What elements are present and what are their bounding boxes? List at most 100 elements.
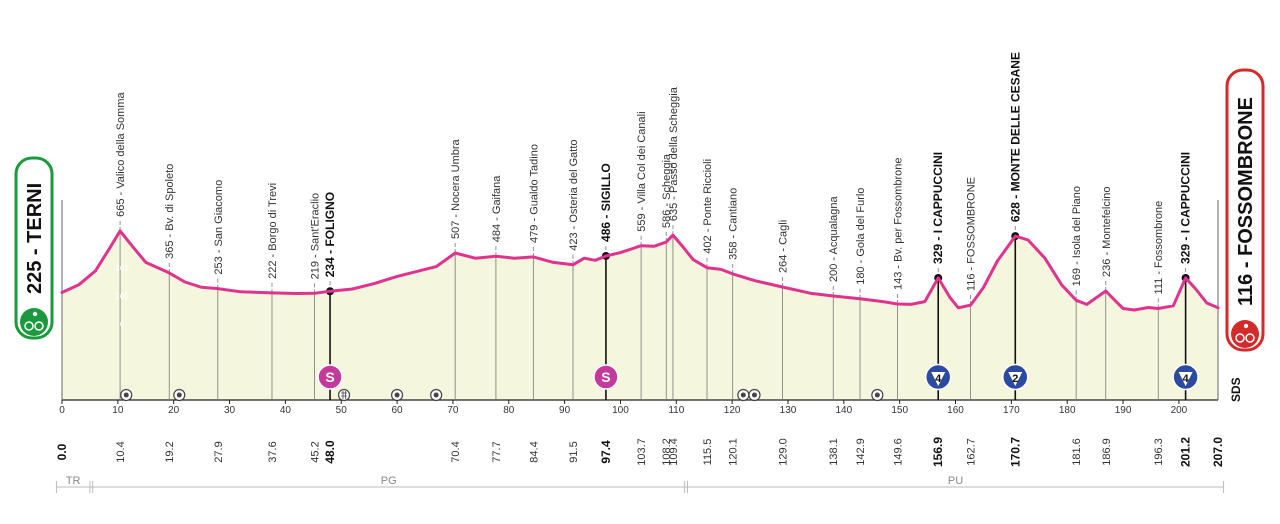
waypoint-km-label: 162.7 <box>966 438 978 466</box>
waypoint-name-label: 635 - Passo della Scheggia <box>668 86 680 221</box>
waypoint-name-label: 200 - Acqualagna <box>828 195 840 282</box>
finish-badge-frame <box>1225 68 1265 352</box>
start-finish-badges: 225 - TERNI 116 - FOSSOMBRONE SDS <box>14 68 1265 402</box>
tunnel-icon-core <box>123 392 129 398</box>
rider-head-icon <box>32 311 38 317</box>
profile-fill-area <box>61 200 1219 401</box>
waypoint-km-label: 142.9 <box>855 438 867 466</box>
waypoint-name-label: 222 - Borgo di Trevi <box>267 183 279 279</box>
profile-line-path <box>60 229 1220 312</box>
waypoint-name-label: 486 - SIGILLO <box>599 163 613 242</box>
climb-triangle <box>931 372 946 386</box>
profile-line <box>60 229 1220 312</box>
bike-wheel-icon <box>1245 333 1255 343</box>
waypoint-km-label: 156.9 <box>931 437 945 467</box>
waypoint-name-label: 111 - Fossombrone <box>1153 201 1165 295</box>
altitude-tick-label: 0 <box>120 320 125 329</box>
waypoint-name-label: 586 - Scheggia <box>661 153 673 228</box>
tunnel-icon-core <box>740 392 746 398</box>
finish-badge-label: 116 - FOSSOMBRONE <box>1235 97 1257 306</box>
waypoint-km-label: 181.6 <box>1071 438 1083 466</box>
km-tick-label: 190 <box>1115 405 1132 416</box>
altitude-tick-label: 400 <box>115 264 129 273</box>
km-tick-label: 160 <box>947 405 964 416</box>
waypoint-km-label: 10.4 <box>115 441 127 462</box>
tunnel-markers <box>120 388 884 402</box>
climb-triangle <box>1008 372 1023 386</box>
km-tick-label: 20 <box>168 405 180 416</box>
waypoint-name-label: 628 - MONTE DELLE CESANE <box>1008 52 1022 222</box>
waypoint-name-label: 236 - Montefelcino <box>1101 186 1113 277</box>
waypoint-name-label: 507 - Nocera Umbra <box>450 138 462 239</box>
tunnel-icon-core <box>751 392 757 398</box>
waypoint-name-label: 169 - Isola del Piano <box>1071 186 1083 286</box>
km-axis: 0 10 20 30 40 50 60 70 80 90 100 110 120 130 140 150 160… <box>59 400 1188 416</box>
waypoint-km-label: 108.2 <box>661 438 673 466</box>
start-badge-frame <box>14 156 54 340</box>
km-tick-label: 0 <box>59 405 65 416</box>
waypoint-km-label: 103.7 <box>636 438 648 466</box>
waypoint-name-label: 264 - Cagli <box>777 220 789 273</box>
finish-badge: 116 - FOSSOMBRONE <box>1225 68 1265 352</box>
waypoint-km-label: 170.7 <box>1008 437 1022 467</box>
tunnel-icon-core <box>394 392 400 398</box>
waypoint-name-label: 329 - I CAPPUCCINI <box>931 152 945 264</box>
climb-category-label: 4 <box>1183 373 1190 385</box>
waypoint-name-label: 234 - FOLIGNO <box>323 192 337 277</box>
km-tick-label: 60 <box>392 405 404 416</box>
km-tick-label: 140 <box>835 405 852 416</box>
sds-logo: SDS <box>1229 377 1243 402</box>
feed-zone-icon <box>337 388 351 402</box>
waypoint-name-label: 143 - Bv. per Fossombrone <box>892 158 904 290</box>
waypoint-km-label: 84.4 <box>528 441 540 462</box>
start-badge-label: 225 - TERNI <box>24 183 46 294</box>
km-tick-label: 130 <box>780 405 797 416</box>
waypoint-name-label: 219 - Sant'Eraclio <box>309 193 321 279</box>
start-badge: 225 - TERNI <box>14 156 54 340</box>
km-tick-label: 170 <box>1003 405 1020 416</box>
climb-category-label: 4 <box>935 373 942 385</box>
sprint-marker <box>317 364 343 390</box>
rider-head-icon <box>1243 323 1249 329</box>
km-tick-label: 150 <box>891 405 908 416</box>
tunnel-icon-core <box>176 392 182 398</box>
region-label: PU <box>948 475 963 487</box>
km-tick-label: 30 <box>224 405 236 416</box>
km-tick-label: 80 <box>503 405 515 416</box>
waypoint-name-label: 559 - Villa Col dei Canali <box>636 111 648 231</box>
waypoint-km-label: 149.6 <box>892 438 904 466</box>
tunnel-icon-core <box>433 392 439 398</box>
km-tick-label: 90 <box>559 405 571 416</box>
waypoint-name-label: 402 - Ponte Riccioli <box>702 159 714 254</box>
km-tick-label: 110 <box>668 405 684 416</box>
waypoint-km-label: 37.6 <box>267 441 279 462</box>
climb-triangle <box>1178 372 1193 386</box>
bike-wheel-icon <box>24 321 34 331</box>
waypoint-km-label: 129.0 <box>777 438 789 466</box>
waypoint-km-label: 109.4 <box>668 438 680 466</box>
km-tick-label: 70 <box>447 405 459 416</box>
km-tick-label: 100 <box>612 405 629 416</box>
waypoint-name-label: 423 - Osteria del Gatto <box>568 139 580 250</box>
waypoint-km-label: 45.2 <box>309 441 321 462</box>
waypoint-km-label: 196.3 <box>1153 438 1165 466</box>
altitude-scale: 400 200 0 <box>115 264 129 329</box>
waypoint-km-label: 186.9 <box>1101 438 1113 466</box>
waypoint-name-label: 358 - Cantiano <box>728 188 740 260</box>
km-tick-label: 200 <box>1171 405 1188 416</box>
region-label: TR <box>66 475 81 487</box>
tunnel-icon-core <box>874 392 880 398</box>
waypoint-name-label: 329 - I CAPPUCCINI <box>1179 152 1193 264</box>
climb-category-label: 2 <box>1012 373 1018 385</box>
waypoint-km-label: 91.5 <box>568 441 580 462</box>
waypoint-km-label: 207.0 <box>1211 437 1225 467</box>
waypoint-km-label: 70.4 <box>450 441 462 462</box>
waypoint-labels: 0.0 665 - Valico della Somma 10.4 365 - Bv.… <box>55 52 1225 467</box>
waypoint-km-label: 0.0 <box>55 443 69 460</box>
waypoint-name-label: 180 - Gola del Furlo <box>855 188 867 285</box>
waypoint-km-label: 201.2 <box>1179 437 1193 467</box>
profile-fill-shape <box>62 230 1218 400</box>
waypoint-km-label: 115.5 <box>702 439 714 466</box>
sprint-marker <box>593 364 619 390</box>
